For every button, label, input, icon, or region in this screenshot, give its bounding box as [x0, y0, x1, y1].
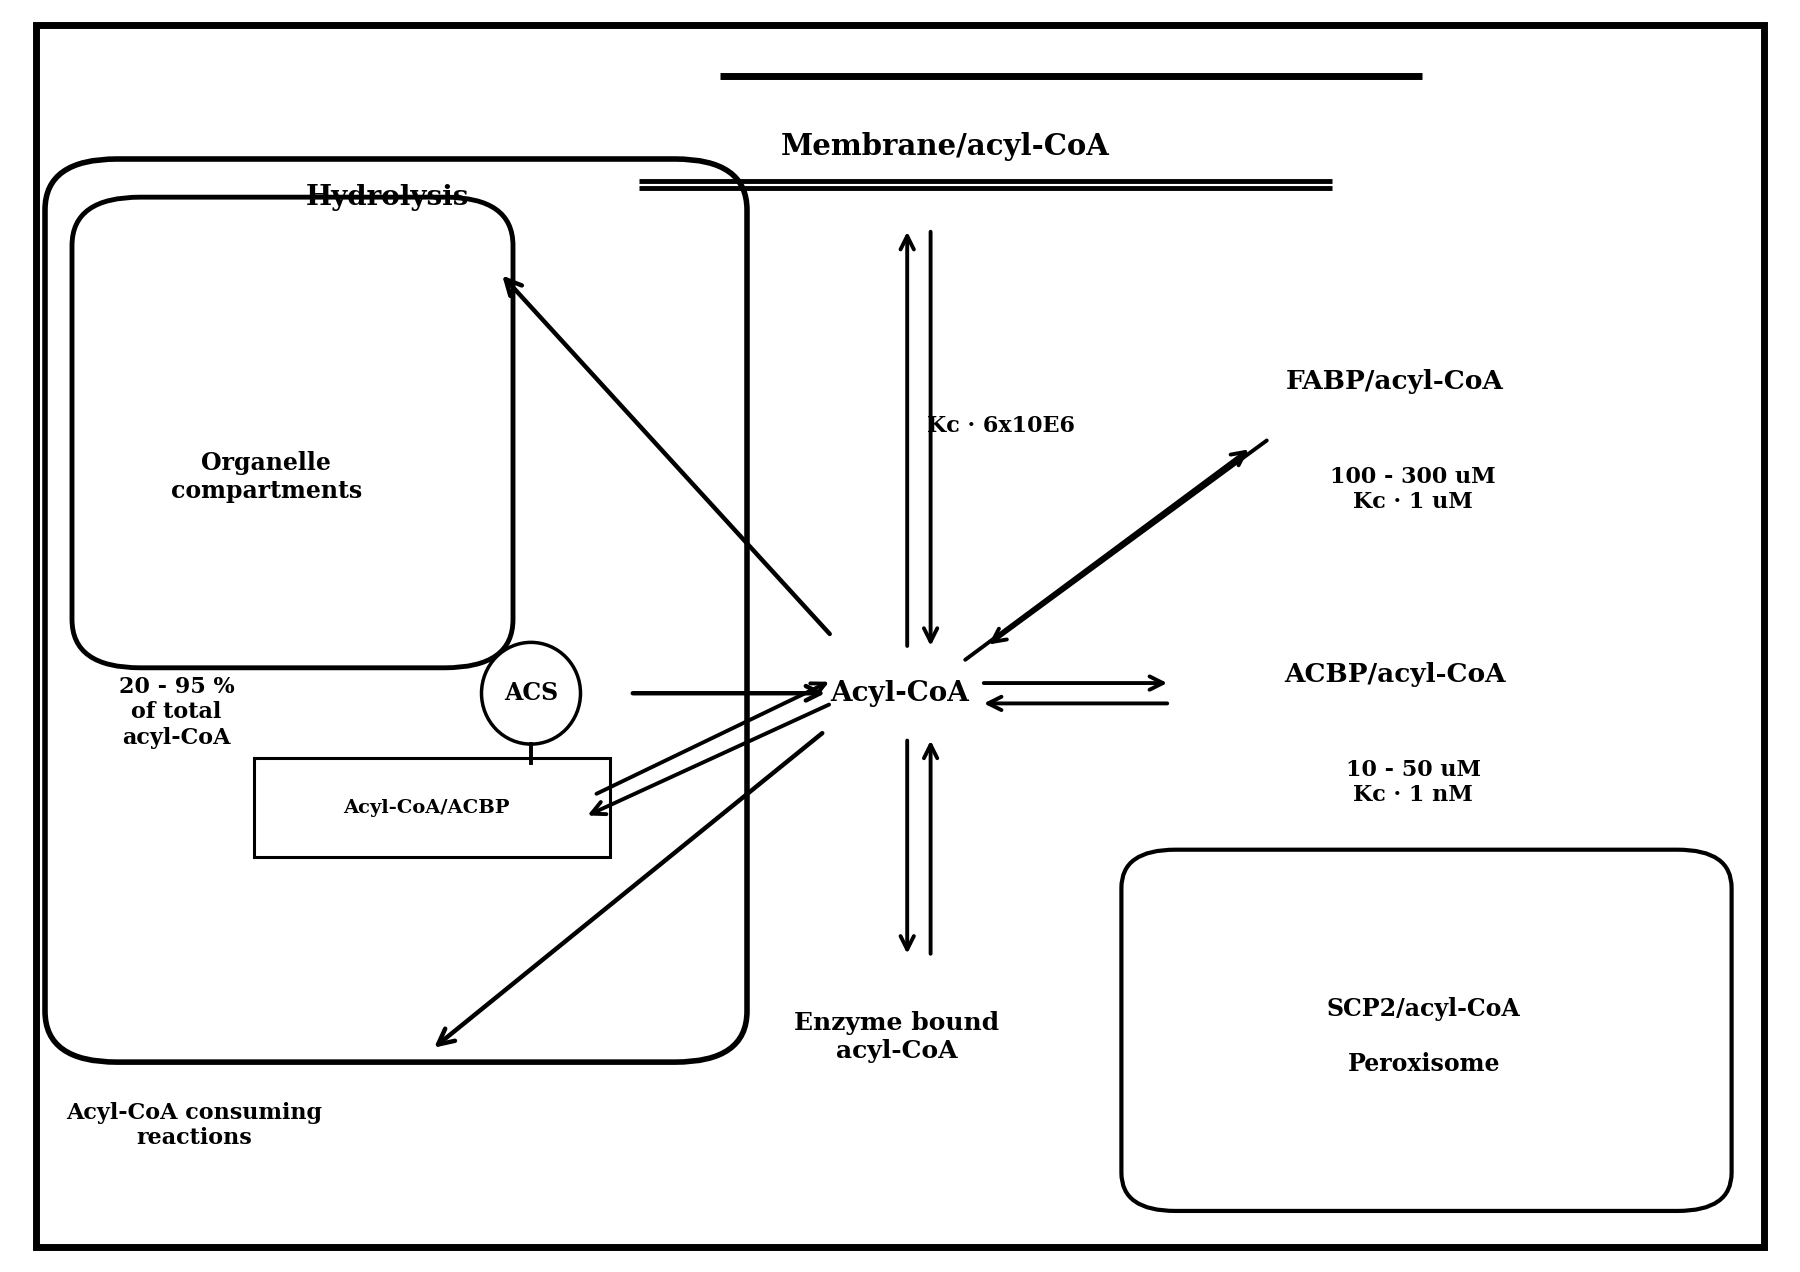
FancyArrowPatch shape — [992, 440, 1267, 642]
Text: 10 - 50 uM
Kᴄ · 1 nM: 10 - 50 uM Kᴄ · 1 nM — [1346, 758, 1480, 806]
Text: ACS: ACS — [504, 682, 558, 705]
FancyArrowPatch shape — [923, 232, 938, 641]
Text: Hydrolysis: Hydrolysis — [306, 183, 468, 211]
Text: Organelle
compartments: Organelle compartments — [171, 452, 362, 502]
Ellipse shape — [482, 642, 580, 744]
Text: ACBP/acyl-CoA: ACBP/acyl-CoA — [1283, 661, 1507, 687]
Text: 20 - 95 %
of total
acyl-CoA: 20 - 95 % of total acyl-CoA — [119, 675, 234, 749]
Text: Kᴄ · 6x10E6: Kᴄ · 6x10E6 — [927, 415, 1075, 438]
FancyArrowPatch shape — [437, 733, 823, 1044]
FancyArrowPatch shape — [985, 677, 1163, 689]
Text: SCP2/acyl-CoA

Peroxisome: SCP2/acyl-CoA Peroxisome — [1327, 997, 1521, 1076]
FancyBboxPatch shape — [72, 197, 513, 668]
FancyArrowPatch shape — [965, 452, 1246, 660]
FancyArrowPatch shape — [900, 740, 914, 949]
FancyBboxPatch shape — [1121, 850, 1732, 1211]
FancyArrowPatch shape — [900, 237, 914, 646]
Text: Acyl-CoA: Acyl-CoA — [830, 679, 970, 707]
FancyArrowPatch shape — [596, 683, 824, 794]
FancyArrowPatch shape — [592, 705, 830, 814]
Text: Membrane/acyl-CoA: Membrane/acyl-CoA — [781, 132, 1109, 160]
FancyArrowPatch shape — [988, 697, 1166, 710]
FancyArrowPatch shape — [634, 686, 821, 701]
Text: Acyl-CoA/ACBP: Acyl-CoA/ACBP — [344, 799, 509, 817]
FancyArrowPatch shape — [506, 279, 830, 633]
FancyArrowPatch shape — [923, 745, 938, 954]
Text: FABP/acyl-CoA: FABP/acyl-CoA — [1285, 369, 1505, 394]
Text: Acyl-CoA consuming
reactions: Acyl-CoA consuming reactions — [67, 1102, 322, 1150]
FancyBboxPatch shape — [254, 758, 610, 857]
Text: 100 - 300 uM
Kᴄ · 1 uM: 100 - 300 uM Kᴄ · 1 uM — [1330, 466, 1496, 514]
FancyBboxPatch shape — [36, 25, 1764, 1247]
Text: Enzyme bound
acyl-CoA: Enzyme bound acyl-CoA — [794, 1011, 999, 1062]
FancyBboxPatch shape — [45, 159, 747, 1062]
